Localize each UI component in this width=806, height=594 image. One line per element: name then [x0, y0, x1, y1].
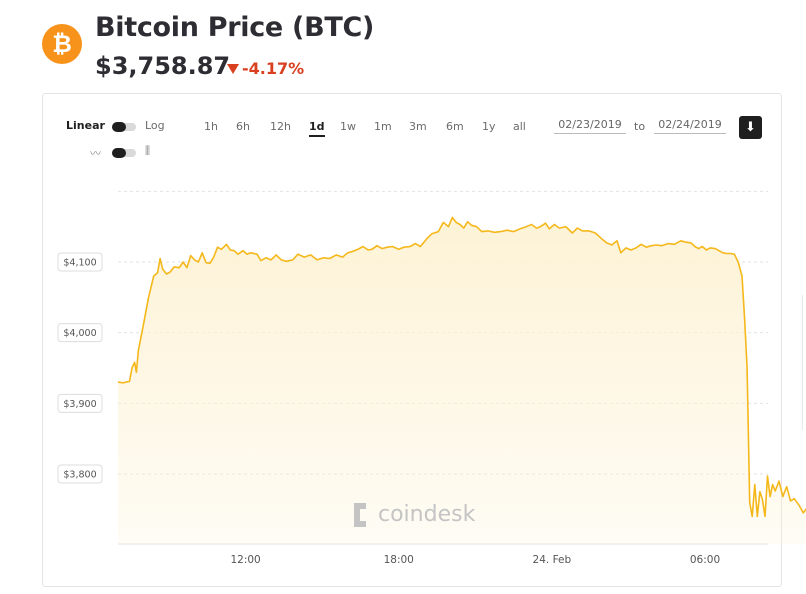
- line-chart-icon[interactable]: 〰: [90, 147, 101, 160]
- coindesk-watermark: coindesk: [354, 502, 475, 527]
- date-from-input[interactable]: 02/23/2019: [554, 118, 626, 134]
- x-tick-label: 24. Feb: [533, 554, 572, 566]
- price-line: [117, 216, 806, 518]
- bitcoin-logo-icon: ₿: [42, 24, 82, 64]
- to-label: to: [634, 120, 646, 133]
- scale-log-label[interactable]: Log: [145, 119, 165, 132]
- y-tick-box: [57, 252, 103, 272]
- range-6h[interactable]: 6h: [236, 120, 250, 133]
- range-1w[interactable]: 1w: [340, 120, 356, 133]
- date-to-input[interactable]: 02/24/2019: [654, 118, 726, 134]
- x-tick-label: 18:00: [384, 554, 414, 566]
- chart-style-toggle[interactable]: [112, 148, 136, 158]
- range-1y[interactable]: 1y: [482, 120, 496, 133]
- price-area-fill: [118, 217, 806, 544]
- candlestick-icon[interactable]: ⫼: [145, 144, 151, 157]
- current-price: $3,758.87: [95, 52, 231, 80]
- watermark-text: coindesk: [378, 502, 476, 527]
- scale-toggle[interactable]: [112, 122, 136, 132]
- coindesk-logo-icon: [354, 502, 372, 527]
- y-tick-box: [57, 464, 103, 484]
- download-icon: ⬇: [745, 120, 756, 135]
- y-tick-label: $3,900: [63, 399, 96, 410]
- range-1m[interactable]: 1m: [374, 120, 392, 133]
- adjacent-panel-edge: [802, 295, 806, 430]
- range-3m[interactable]: 3m: [409, 120, 427, 133]
- range-12h[interactable]: 12h: [270, 120, 291, 133]
- page-title: Bitcoin Price (BTC): [95, 12, 375, 43]
- y-tick-label: $4,100: [63, 258, 96, 269]
- range-1d[interactable]: 1d: [309, 120, 325, 137]
- y-tick-label: $4,000: [63, 328, 96, 339]
- price-change-value: -4.17%: [242, 59, 305, 78]
- range-all[interactable]: all: [513, 120, 526, 133]
- range-1h[interactable]: 1h: [204, 120, 218, 133]
- download-button[interactable]: ⬇: [739, 116, 762, 139]
- down-arrow-icon: [227, 64, 239, 74]
- range-6m[interactable]: 6m: [446, 120, 464, 133]
- price-change: -4.17%: [227, 59, 304, 78]
- y-tick-box: [57, 393, 103, 413]
- x-tick-label: 12:00: [230, 554, 260, 566]
- y-tick-box: [57, 323, 103, 343]
- scale-linear-label[interactable]: Linear: [66, 119, 105, 132]
- y-tick-label: $3,800: [63, 470, 96, 481]
- x-tick-label: 06:00: [690, 554, 720, 566]
